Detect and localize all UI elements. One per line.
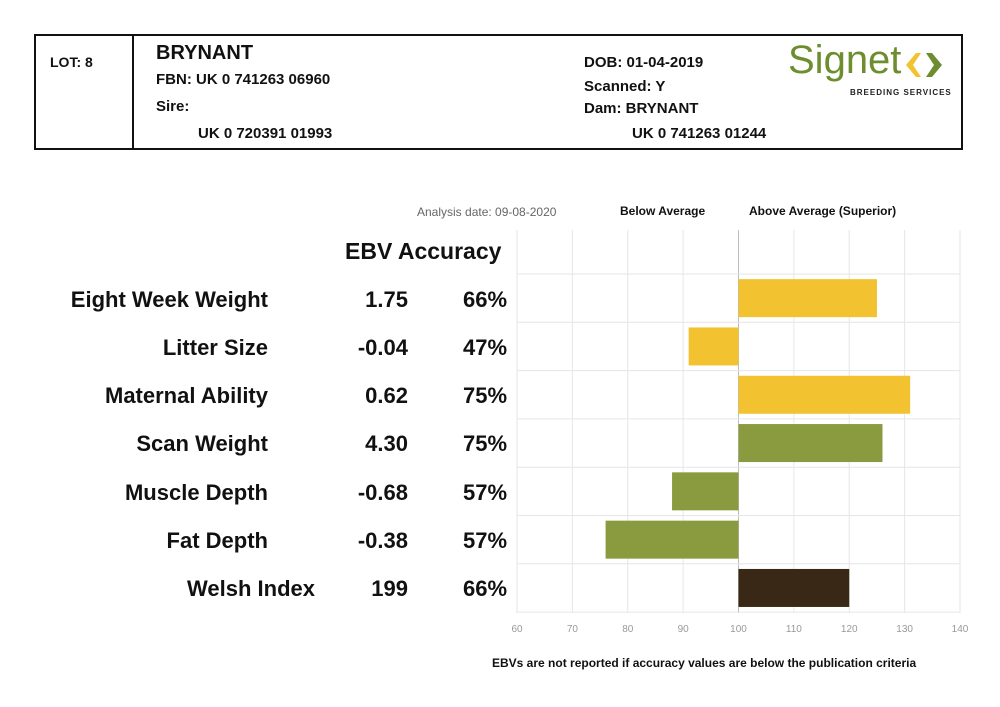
header-divider <box>132 36 134 148</box>
accuracy-value: 66% <box>463 576 508 601</box>
trait-name: Muscle Depth <box>124 480 268 505</box>
below-average-label: Below Average <box>620 204 706 218</box>
trait-name: Maternal Ability <box>105 383 268 408</box>
dam-id: UK 0 741263 01244 <box>632 125 767 142</box>
ebv-value: -0.38 <box>357 528 408 553</box>
trait-name: Welsh Index <box>187 576 315 601</box>
fbn-id: FBN: UK 0 741263 06960 <box>156 71 331 88</box>
x-tick-label: 60 <box>511 624 523 635</box>
accuracy-value: 66% <box>463 287 508 312</box>
accuracy-value: 57% <box>463 528 508 553</box>
trait-name: Scan Weight <box>136 431 268 456</box>
signet-chevrons-icon <box>906 53 942 77</box>
logo-subtitle: BREEDING SERVICES <box>850 88 952 97</box>
ebv-value: -0.68 <box>357 480 408 505</box>
trait-name: Fat Depth <box>166 528 268 553</box>
above-average-label: Above Average (Superior) <box>749 204 897 218</box>
ebv-value: 1.75 <box>365 287 408 312</box>
footnote: EBVs are not reported if accuracy values… <box>492 656 917 670</box>
accuracy-value: 57% <box>463 480 508 505</box>
bar <box>605 520 739 559</box>
bar <box>738 424 883 463</box>
ebv-accuracy-heading: EBV Accuracy <box>345 238 502 264</box>
animal-header: LOT: 8 BRYNANT FBN: UK 0 741263 06960 Si… <box>34 34 963 150</box>
bar <box>688 327 739 366</box>
analysis-date: Analysis date: 09-08-2020 <box>417 205 557 219</box>
x-tick-label: 140 <box>952 624 969 635</box>
scanned-status: Scanned: Y <box>584 78 666 95</box>
trait-name: Litter Size <box>162 335 268 360</box>
ebv-value: -0.04 <box>357 335 408 360</box>
animal-name: BRYNANT <box>156 42 254 64</box>
signet-logo: Signet BREEDING SERVICES <box>788 38 951 98</box>
sire-id: UK 0 720391 01993 <box>198 125 333 142</box>
accuracy-value: 75% <box>463 431 508 456</box>
x-tick-label: 110 <box>786 624 802 635</box>
ebv-value: 4.30 <box>365 431 408 456</box>
x-tick-label: 100 <box>730 624 747 635</box>
bar <box>672 472 739 511</box>
x-tick-label: 120 <box>841 624 858 635</box>
bar <box>738 568 850 607</box>
dam-name: Dam: BRYNANT <box>584 100 699 117</box>
bar <box>738 375 911 414</box>
x-tick-label: 80 <box>622 624 634 635</box>
x-tick-label: 130 <box>896 624 913 635</box>
sire-label: Sire: <box>156 98 190 115</box>
logo-wordmark: Signet <box>788 38 902 82</box>
trait-name: Eight Week Weight <box>70 287 268 312</box>
bar <box>738 279 877 318</box>
accuracy-value: 75% <box>463 383 508 408</box>
x-tick-label: 70 <box>567 624 579 635</box>
ebv-value: 0.62 <box>365 383 408 408</box>
ebv-value: 199 <box>371 576 408 601</box>
accuracy-value: 47% <box>463 335 508 360</box>
lot-number: LOT: 8 <box>50 54 93 70</box>
date-of-birth: DOB: 01-04-2019 <box>584 54 704 71</box>
x-tick-label: 90 <box>678 624 690 635</box>
